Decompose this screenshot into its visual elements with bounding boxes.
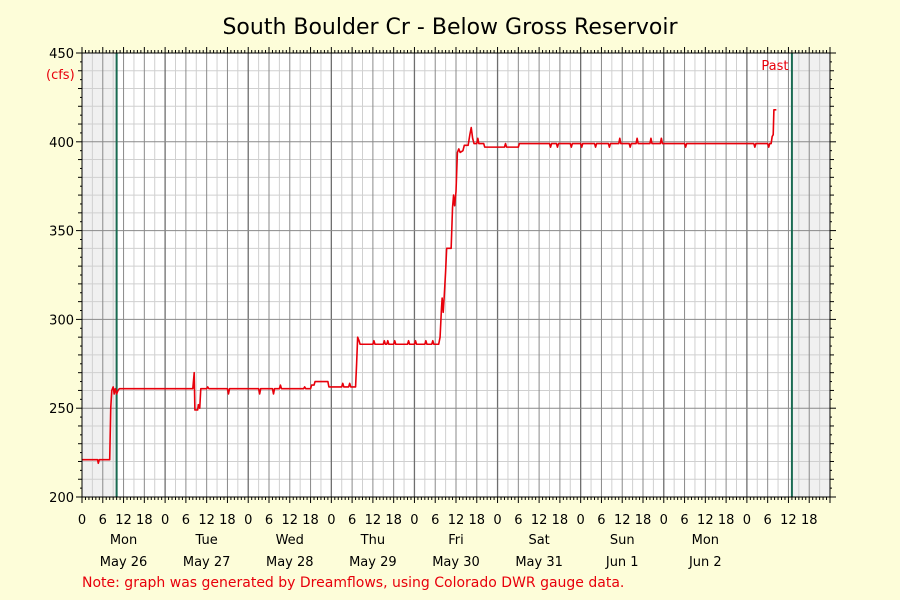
day-name-label: Fri bbox=[448, 533, 464, 548]
x-tick-label: 0 bbox=[660, 513, 668, 528]
axis-ticks bbox=[76, 47, 836, 503]
day-date-label: May 27 bbox=[183, 555, 231, 570]
x-tick-label: 0 bbox=[493, 513, 501, 528]
day-date-label: May 29 bbox=[349, 555, 397, 570]
x-tick-label: 12 bbox=[614, 513, 631, 528]
x-tick-label: 18 bbox=[302, 513, 319, 528]
x-tick-label: 12 bbox=[780, 513, 797, 528]
x-tick-label: 6 bbox=[182, 513, 190, 528]
y-tick-label: 450 bbox=[49, 47, 74, 62]
day-name-label: Mon bbox=[110, 533, 137, 548]
past-label: Past bbox=[761, 59, 788, 74]
x-tick-label: 0 bbox=[244, 513, 252, 528]
x-tick-label: 12 bbox=[448, 513, 465, 528]
x-tick-label: 6 bbox=[99, 513, 107, 528]
y-tick-label: 350 bbox=[49, 225, 74, 240]
x-tick-label: 6 bbox=[348, 513, 356, 528]
day-date-label: Jun 2 bbox=[688, 555, 722, 570]
y-tick-labels: 200 250 300 350 400 450 bbox=[49, 47, 74, 506]
day-date-label: Jun 1 bbox=[605, 555, 639, 570]
x-tick-label: 6 bbox=[265, 513, 273, 528]
x-tick-label: 0 bbox=[327, 513, 335, 528]
x-tick-label: 0 bbox=[577, 513, 585, 528]
day-date-label: May 26 bbox=[100, 555, 148, 570]
day-name-label: Sun bbox=[610, 533, 635, 548]
day-labels: Mon May 26 Tue May 27 Wed May 28 Thu May 29 Fri M… bbox=[100, 533, 722, 570]
x-tick-label: 18 bbox=[469, 513, 486, 528]
x-tick-label: 0 bbox=[161, 513, 169, 528]
x-tick-label: 18 bbox=[801, 513, 818, 528]
day-date-label: May 31 bbox=[515, 555, 563, 570]
x-tick-label: 18 bbox=[136, 513, 153, 528]
x-tick-labels: 0 6 12 18 0 6 12 18 0 6 12 18 0 6 12 18 0 6 12 18 0 6 12 18 0 6 12… bbox=[78, 513, 818, 528]
x-tick-label: 6 bbox=[431, 513, 439, 528]
x-tick-label: 12 bbox=[282, 513, 299, 528]
y-tick-label: 300 bbox=[49, 313, 74, 328]
x-tick-label: 12 bbox=[365, 513, 382, 528]
y-tick-label: 200 bbox=[49, 491, 74, 506]
shaded-region-right bbox=[791, 53, 830, 497]
x-tick-label: 18 bbox=[219, 513, 236, 528]
x-tick-label: 0 bbox=[743, 513, 751, 528]
x-tick-label: 18 bbox=[635, 513, 652, 528]
day-name-label: Sat bbox=[528, 533, 549, 548]
day-date-label: May 28 bbox=[266, 555, 314, 570]
day-name-label: Thu bbox=[360, 533, 385, 548]
x-tick-label: 18 bbox=[385, 513, 402, 528]
x-tick-label: 6 bbox=[597, 513, 605, 528]
x-tick-label: 0 bbox=[410, 513, 418, 528]
day-name-label: Mon bbox=[692, 533, 719, 548]
y-unit-label: (cfs) bbox=[46, 68, 75, 83]
flow-series-line bbox=[82, 109, 777, 465]
x-tick-label: 6 bbox=[680, 513, 688, 528]
day-name-label: Wed bbox=[276, 533, 304, 548]
day-date-label: May 30 bbox=[432, 555, 480, 570]
y-tick-label: 400 bbox=[49, 136, 74, 151]
x-tick-label: 12 bbox=[531, 513, 548, 528]
x-tick-label: 6 bbox=[764, 513, 772, 528]
x-tick-label: 12 bbox=[198, 513, 215, 528]
y-tick-label: 250 bbox=[49, 402, 74, 417]
shaded-region-left bbox=[82, 53, 117, 497]
x-tick-label: 18 bbox=[718, 513, 735, 528]
x-tick-label: 12 bbox=[697, 513, 714, 528]
x-tick-label: 6 bbox=[514, 513, 522, 528]
footer-note: Note: graph was generated by Dreamflows,… bbox=[82, 575, 624, 591]
x-tick-label: 18 bbox=[552, 513, 569, 528]
day-name-label: Tue bbox=[195, 533, 218, 548]
chart-title: South Boulder Cr - Below Gross Reservoir bbox=[222, 15, 678, 40]
x-tick-label: 12 bbox=[115, 513, 132, 528]
x-tick-label: 0 bbox=[78, 513, 86, 528]
